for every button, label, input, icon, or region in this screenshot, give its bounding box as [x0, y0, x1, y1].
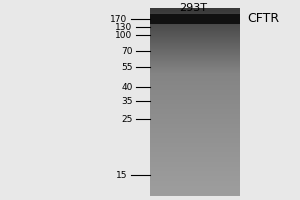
Text: 293T: 293T — [179, 3, 208, 13]
Text: 70: 70 — [121, 46, 133, 55]
Text: 100: 100 — [115, 30, 133, 40]
Bar — [150, 15, 240, 23]
Text: 130: 130 — [115, 22, 133, 31]
Text: 55: 55 — [121, 62, 133, 72]
Text: CFTR: CFTR — [248, 12, 280, 25]
Text: 15: 15 — [116, 170, 128, 180]
Text: 35: 35 — [121, 97, 133, 106]
Text: 25: 25 — [121, 114, 133, 123]
Text: 170: 170 — [110, 15, 127, 23]
Text: 40: 40 — [121, 83, 133, 92]
